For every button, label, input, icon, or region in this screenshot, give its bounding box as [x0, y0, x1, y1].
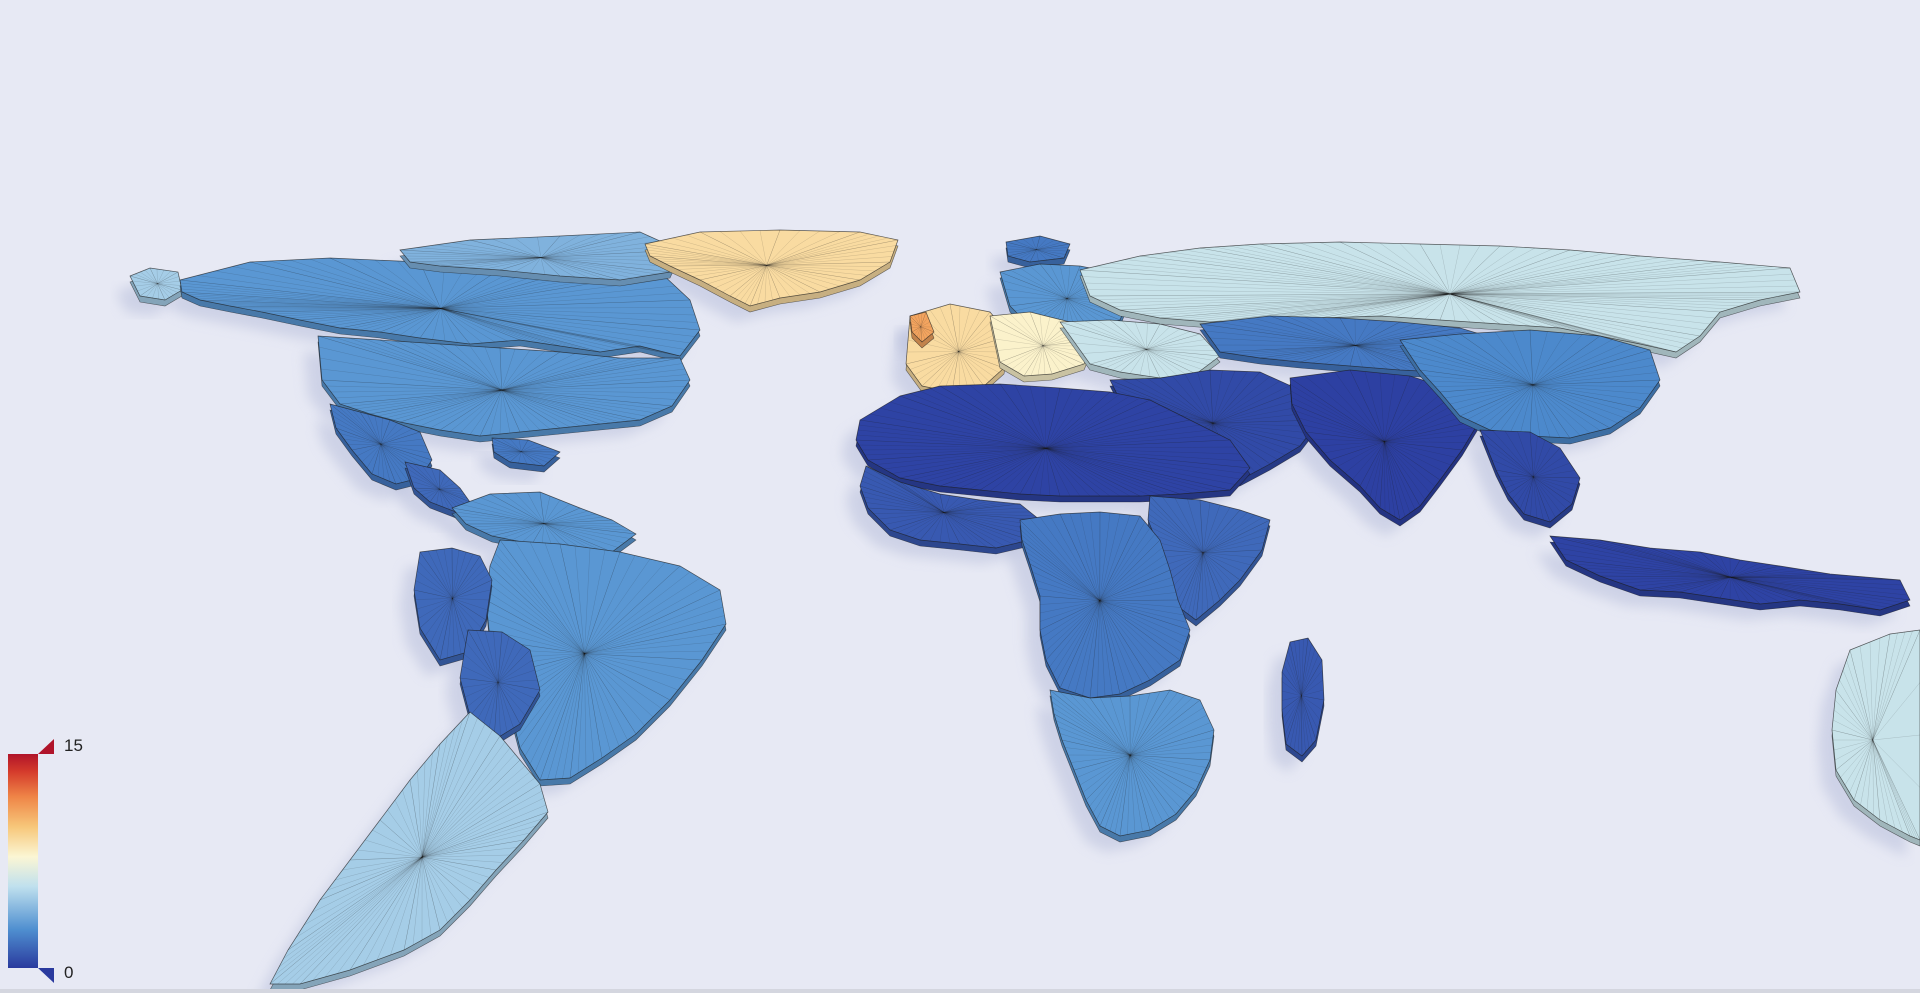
region-mesh-western-europe: [905, 303, 1011, 393]
region-mesh-southern-africa: [1049, 689, 1215, 837]
region-southeast-asia[interactable]: [1479, 429, 1581, 529]
region-top-madagascar: [1281, 637, 1325, 757]
colorbar: [8, 739, 54, 983]
map-region-layer: [129, 229, 1920, 991]
region-north-africa[interactable]: [855, 383, 1251, 503]
region-mesh-north-africa: [855, 383, 1251, 497]
region-mesh-alaska: [129, 267, 183, 301]
region-mesh-australia: [1831, 629, 1920, 841]
region-west-africa[interactable]: [859, 465, 1041, 555]
region-greenland[interactable]: [644, 229, 899, 313]
region-mesh-southeast-asia: [1479, 429, 1581, 523]
region-bolivia[interactable]: [459, 629, 541, 747]
region-central-america[interactable]: [404, 461, 471, 519]
region-australia[interactable]: [1831, 629, 1920, 847]
region-shadow-central-america: [391, 478, 456, 528]
region-southern-africa[interactable]: [1049, 689, 1215, 843]
region-caribbean[interactable]: [491, 437, 561, 473]
region-top-west-africa: [859, 465, 1041, 549]
region-top-china: [1399, 329, 1661, 439]
region-mesh-uk-ireland: [909, 311, 935, 343]
region-top-indonesia: [1549, 535, 1911, 611]
region-top-caribbean: [491, 437, 561, 467]
region-top-usa: [317, 335, 691, 437]
region-top-australia: [1831, 629, 1920, 841]
region-top-iceland: [1005, 235, 1071, 263]
region-top-arctic-islands: [399, 231, 681, 281]
colorbar-legend: 15 0: [6, 736, 96, 986]
region-central-africa[interactable]: [1019, 511, 1191, 705]
region-arctic-islands[interactable]: [399, 231, 681, 287]
bottom-edge: [0, 989, 1920, 993]
region-mesh-usa: [317, 335, 691, 437]
region-madagascar[interactable]: [1281, 637, 1325, 763]
region-china[interactable]: [1399, 329, 1661, 445]
region-top-south-america-north: [451, 491, 637, 553]
region-mesh-china: [1399, 329, 1661, 439]
region-iceland[interactable]: [1005, 235, 1071, 269]
region-mesh-indonesia: [1549, 535, 1911, 611]
region-top-southeast-asia: [1479, 429, 1581, 523]
region-mesh-eastern-europe: [1059, 319, 1221, 379]
region-mesh-west-africa: [859, 465, 1041, 549]
region-mesh-central-america: [404, 461, 471, 513]
colorbar-min-triangle: [38, 968, 54, 983]
region-south-asia[interactable]: [1289, 369, 1481, 527]
region-mesh-central-africa: [1019, 511, 1191, 699]
region-usa[interactable]: [317, 335, 691, 443]
colorbar-max-label: 15: [64, 736, 83, 755]
region-mesh-brazil: [485, 539, 727, 781]
region-top-greenland: [644, 229, 899, 307]
region-top-north-africa: [855, 383, 1251, 497]
region-south-america-north[interactable]: [451, 491, 637, 559]
region-mesh-mexico: [329, 403, 433, 485]
region-mesh-bolivia: [459, 629, 541, 741]
region-top-western-europe: [905, 303, 1011, 393]
region-mesh-madagascar: [1281, 637, 1325, 757]
region-top-eastern-europe: [1059, 319, 1221, 379]
region-alaska[interactable]: [129, 267, 183, 307]
region-mesh-caribbean: [491, 437, 561, 467]
region-mesh-russia: [1079, 241, 1801, 353]
region-mesh-argentina-chile: [269, 711, 549, 985]
region-mesh-south-asia: [1289, 369, 1481, 521]
region-brazil[interactable]: [485, 539, 727, 787]
colorbar-min-label: 0: [64, 963, 74, 982]
region-top-uk-ireland: [909, 311, 935, 343]
region-top-southern-africa: [1049, 689, 1215, 837]
region-mesh-scandinavia: [999, 263, 1131, 335]
region-top-bolivia: [459, 629, 541, 741]
region-mesh-central-asia: [1199, 315, 1501, 373]
region-mesh-south-america-north: [451, 491, 637, 553]
region-indonesia[interactable]: [1549, 535, 1911, 617]
region-mesh-peru: [413, 547, 493, 661]
region-mesh-iceland: [1005, 235, 1071, 263]
colorbar-max-triangle: [38, 739, 54, 754]
region-eastern-europe[interactable]: [1059, 319, 1221, 385]
region-top-argentina-chile: [269, 711, 549, 985]
colorbar-gradient: [8, 754, 38, 968]
region-mesh-east-africa: [1147, 495, 1271, 621]
region-mesh-greenland: [644, 229, 899, 307]
region-east-africa[interactable]: [1147, 495, 1271, 627]
region-uk-ireland[interactable]: [909, 311, 935, 349]
region-top-central-africa: [1019, 511, 1191, 699]
region-argentina-chile[interactable]: [269, 711, 549, 991]
